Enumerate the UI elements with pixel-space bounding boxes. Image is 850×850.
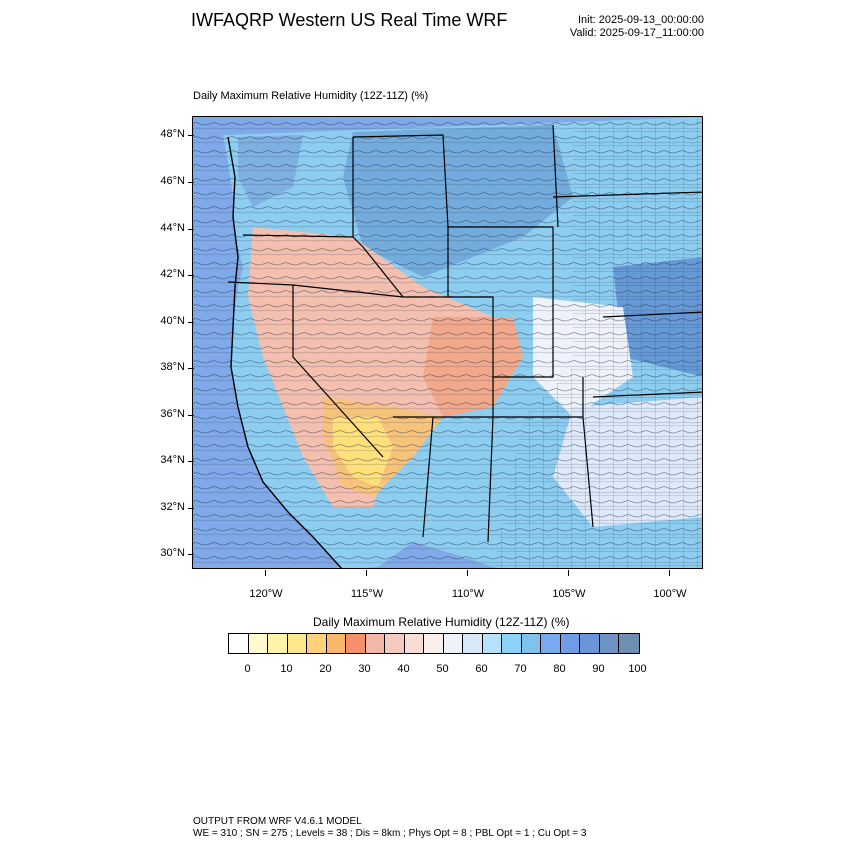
colorbar-swatch [599,634,619,653]
lat-label-48: 48°N [140,128,194,140]
lon-label-105: 105°W [539,570,599,600]
lat-label-44: 44°N [140,222,194,234]
footer-config: WE = 310 ; SN = 275 ; Levels = 38 ; Dis … [193,828,587,839]
colorbar-title: Daily Maximum Relative Humidity (12Z-11Z… [313,615,570,629]
colorbar-swatch [580,634,600,653]
lat-label-40: 40°N [140,315,194,327]
lat-label-34: 34°N [140,454,194,466]
colorbar-label: 10 [280,663,293,675]
colorbar-swatch [287,634,307,653]
colorbar-swatch [502,634,522,653]
colorbar-label: 60 [475,663,488,675]
colorbar-label: 80 [553,663,566,675]
lat-label-46: 46°N [140,175,194,187]
colorbar-label: 30 [358,663,371,675]
humidity-map [192,116,703,569]
map-graphic [193,117,702,568]
init-time: Init: 2025-09-13_00:00:00 [578,14,704,26]
coastline [227,136,343,568]
lat-label-38: 38°N [140,361,194,373]
colorbar-swatch [385,634,405,653]
plot-subtitle: Daily Maximum Relative Humidity (12Z-11Z… [193,90,429,102]
colorbar-label: 40 [397,663,410,675]
lon-label-110: 110°W [438,570,498,600]
county-lines [493,117,702,568]
footer-model: OUTPUT FROM WRF V4.6.1 MODEL [193,816,362,827]
colorbar-swatch [229,634,249,653]
colorbar-label: 100 [628,663,647,675]
lon-label-100: 100°W [640,570,700,600]
colorbar-swatch [365,634,385,653]
colorbar-label: 0 [244,663,251,675]
lat-label-32: 32°N [140,501,194,513]
chart-title: IWFAQRP Western US Real Time WRF [191,10,508,30]
model-footer: OUTPUT FROM WRF V4.6.1 MODEL WE = 310 ; … [193,816,586,840]
colorbar-swatch [268,634,288,653]
lat-label-42: 42°N [140,268,194,280]
colorbar-swatch [307,634,327,653]
colorbar-label: 90 [592,663,605,675]
lat-label-30: 30°N [140,547,194,559]
colorbar-swatch [326,634,346,653]
colorbar-swatch [560,634,580,653]
lat-label-36: 36°N [140,408,194,420]
colorbar [228,633,640,654]
colorbar-swatch [248,634,268,653]
lon-label-115: 115°W [337,570,397,600]
colorbar-label: 70 [514,663,527,675]
colorbar-swatch [404,634,424,653]
valid-time: Valid: 2025-09-17_11:00:00 [569,27,704,39]
colorbar-swatch [619,634,639,653]
colorbar-swatch [346,634,366,653]
colorbar-swatch [541,634,561,653]
lon-label-120: 120°W [236,570,296,600]
colorbar-label: 20 [319,663,332,675]
time-info: Init: 2025-09-13_00:00:00 Valid: 2025-09… [570,14,704,40]
colorbar-swatch [521,634,541,653]
colorbar-swatch [424,634,444,653]
colorbar-swatch [482,634,502,653]
colorbar-label: 50 [436,663,449,675]
state-borders [227,124,702,543]
colorbar-swatch [443,634,463,653]
colorbar-swatch [463,634,483,653]
